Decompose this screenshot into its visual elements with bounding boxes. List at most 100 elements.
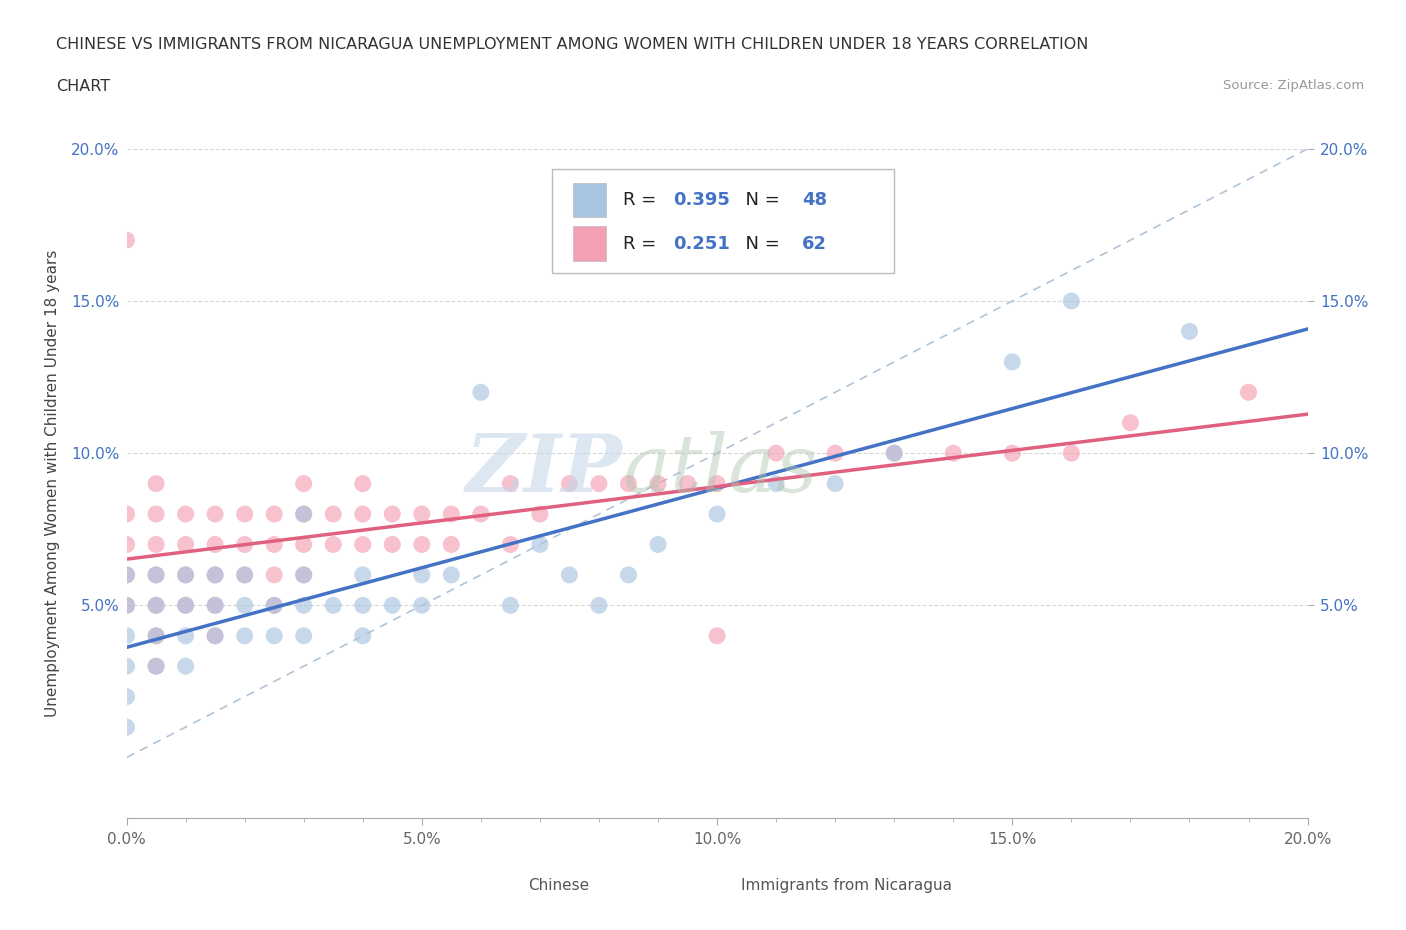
Point: [115, 507, 138, 522]
Point: [765, 476, 787, 491]
FancyBboxPatch shape: [574, 182, 606, 218]
FancyBboxPatch shape: [574, 226, 606, 261]
Point: [115, 598, 138, 613]
Point: [115, 598, 138, 613]
Point: [174, 567, 197, 582]
Point: [676, 476, 699, 491]
Point: [765, 445, 787, 460]
Point: [174, 598, 197, 613]
Point: [174, 537, 197, 551]
Point: [145, 598, 167, 613]
Point: [381, 507, 404, 522]
Point: [263, 537, 285, 551]
Point: [292, 629, 315, 644]
Point: [322, 507, 344, 522]
Point: [115, 537, 138, 551]
Point: [145, 476, 167, 491]
Point: [233, 629, 256, 644]
Point: [381, 598, 404, 613]
Text: ZIP: ZIP: [465, 432, 623, 509]
Point: [145, 658, 167, 673]
Text: atlas: atlas: [623, 432, 818, 509]
Point: [440, 567, 463, 582]
Point: [588, 598, 610, 613]
Point: [558, 567, 581, 582]
Point: [617, 567, 640, 582]
Point: [706, 629, 728, 644]
Point: [352, 476, 374, 491]
Point: [292, 507, 315, 522]
Point: [411, 567, 433, 582]
Point: [204, 598, 226, 613]
Point: [706, 476, 728, 491]
Point: [174, 567, 197, 582]
Point: [145, 507, 167, 522]
Point: [1001, 354, 1024, 369]
Text: 0.251: 0.251: [673, 234, 730, 253]
Point: [263, 629, 285, 644]
Point: [1119, 416, 1142, 431]
Point: [145, 629, 167, 644]
Point: [233, 507, 256, 522]
Point: [647, 476, 669, 491]
Point: [706, 507, 728, 522]
FancyBboxPatch shape: [693, 873, 727, 900]
Text: CHART: CHART: [56, 79, 110, 94]
Point: [174, 598, 197, 613]
Point: [263, 567, 285, 582]
Point: [824, 476, 846, 491]
Point: [470, 507, 492, 522]
Point: [617, 476, 640, 491]
Point: [1060, 294, 1083, 309]
Point: [263, 598, 285, 613]
Point: [145, 537, 167, 551]
Point: [440, 537, 463, 551]
Point: [233, 537, 256, 551]
Point: [292, 567, 315, 582]
Point: [499, 537, 522, 551]
Point: [322, 598, 344, 613]
Point: [292, 476, 315, 491]
Point: [352, 567, 374, 582]
Point: [115, 720, 138, 735]
Point: [352, 598, 374, 613]
Text: R =: R =: [623, 191, 662, 209]
Point: [411, 598, 433, 613]
Text: 0.395: 0.395: [673, 191, 730, 209]
Point: [942, 445, 965, 460]
Point: [499, 476, 522, 491]
Point: [470, 385, 492, 400]
Text: CHINESE VS IMMIGRANTS FROM NICARAGUA UNEMPLOYMENT AMONG WOMEN WITH CHILDREN UNDE: CHINESE VS IMMIGRANTS FROM NICARAGUA UNE…: [56, 37, 1088, 52]
Point: [145, 567, 167, 582]
Point: [174, 658, 197, 673]
Point: [1178, 324, 1201, 339]
Point: [204, 567, 226, 582]
Point: [529, 507, 551, 522]
Point: [204, 537, 226, 551]
Point: [411, 507, 433, 522]
Point: [499, 598, 522, 613]
Point: [174, 629, 197, 644]
Point: [145, 629, 167, 644]
Point: [233, 567, 256, 582]
Point: [204, 598, 226, 613]
Point: [115, 689, 138, 704]
Point: [883, 445, 905, 460]
Text: N =: N =: [734, 191, 785, 209]
Point: [588, 476, 610, 491]
Point: [233, 567, 256, 582]
Point: [292, 598, 315, 613]
Point: [115, 232, 138, 247]
Point: [352, 537, 374, 551]
Point: [204, 507, 226, 522]
FancyBboxPatch shape: [551, 169, 894, 272]
Point: [292, 507, 315, 522]
Point: [1237, 385, 1260, 400]
Point: [115, 567, 138, 582]
Point: [292, 537, 315, 551]
Text: N =: N =: [734, 234, 785, 253]
Point: [204, 629, 226, 644]
Point: [145, 658, 167, 673]
Point: [233, 598, 256, 613]
Text: R =: R =: [623, 234, 662, 253]
